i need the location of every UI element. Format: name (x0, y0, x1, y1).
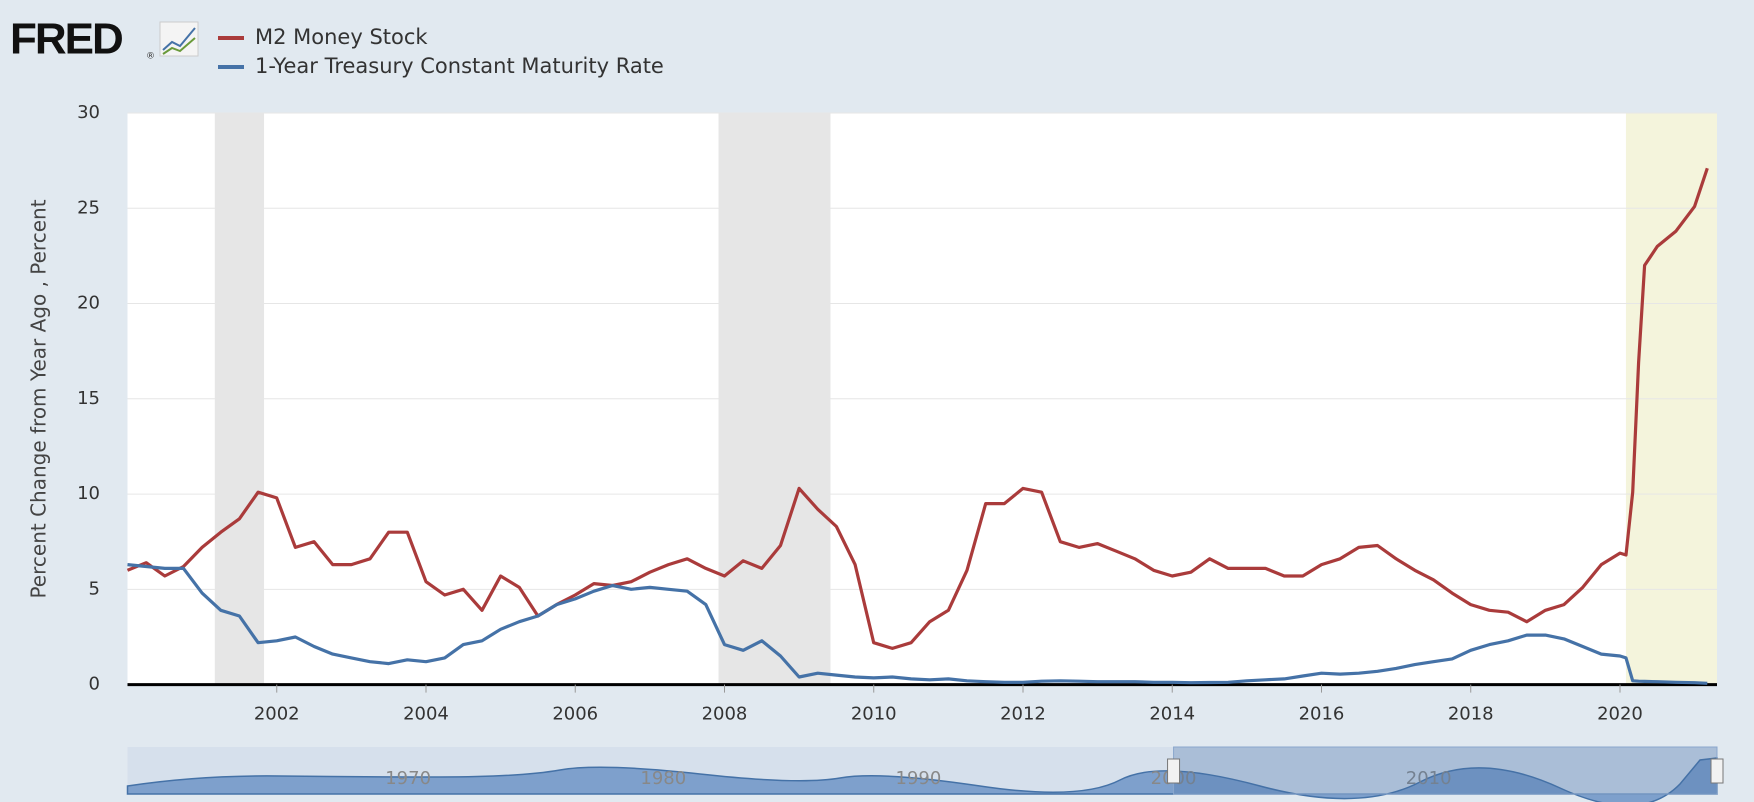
logo: FRED (10, 15, 122, 64)
x-tick-label: 2008 (702, 704, 748, 725)
y-tick-label: 25 (77, 197, 100, 218)
legend-label: M2 Money Stock (255, 25, 428, 49)
y-tick-label: 20 (77, 293, 100, 314)
navigator-tick-label: 1980 (640, 768, 686, 789)
x-tick-label: 2010 (851, 704, 897, 725)
navigator-tick-label: 2010 (1406, 768, 1452, 789)
navigator-selection (1173, 746, 1718, 795)
x-tick-label: 2018 (1448, 704, 1494, 725)
x-tick-label: 2020 (1597, 704, 1643, 725)
logo-icon (159, 21, 199, 57)
navigator-tick-label: 1970 (385, 768, 431, 789)
x-tick-label: 2002 (254, 704, 300, 725)
x-tick-label: 2012 (1000, 704, 1046, 725)
y-tick-label: 0 (89, 674, 100, 695)
x-tick-label: 2004 (403, 704, 449, 725)
logo-mark: ® (146, 52, 155, 62)
y-tick-label: 5 (89, 578, 100, 599)
series-line (126, 167, 1709, 650)
y-tick-label: 10 (77, 483, 100, 504)
navigator-series (126, 757, 1718, 802)
y-tick-label: 30 (77, 102, 100, 123)
legend-label: 1-Year Treasury Constant Maturity Rate (255, 54, 664, 78)
x-tick-label: 2006 (552, 704, 598, 725)
series-line (127, 563, 1708, 685)
x-tick-label: 2014 (1149, 704, 1195, 725)
y-tick-label: 15 (77, 388, 100, 409)
x-tick-label: 2016 (1299, 704, 1345, 725)
y-axis-label: Percent Change from Year Ago , Percent (27, 199, 51, 598)
navigator-handle[interactable] (1167, 758, 1181, 784)
navigator-handle[interactable] (1710, 758, 1724, 784)
navigator-tick-label: 1990 (896, 768, 942, 789)
